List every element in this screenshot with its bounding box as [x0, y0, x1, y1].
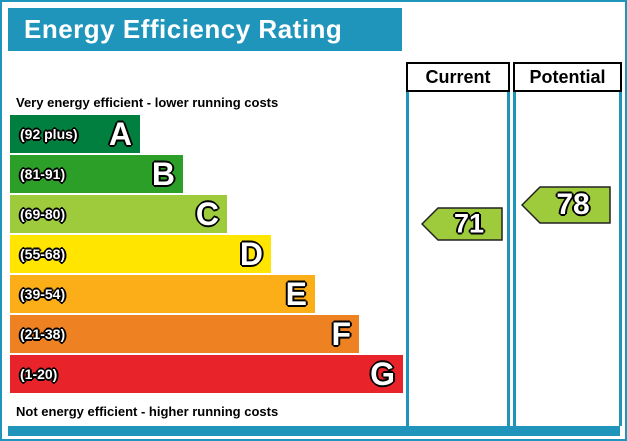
band-b-letter: B — [151, 156, 175, 192]
potential-column-right-line — [619, 62, 622, 426]
band-b: (81-91) B — [10, 155, 183, 193]
current-rating-arrow: 71 — [421, 206, 503, 242]
potential-rating-value: 78 — [556, 188, 590, 221]
page-title: Energy Efficiency Rating — [8, 8, 402, 51]
left-arrow-icon — [421, 207, 503, 241]
band-d-range: (55-68) — [20, 246, 66, 262]
band-g: (1-20) G — [10, 355, 403, 393]
band-g-range: (1-20) — [20, 366, 58, 382]
band-c-range: (69-80) — [20, 206, 66, 222]
band-c: (69-80) C — [10, 195, 227, 233]
band-a-range: (92 plus) — [20, 126, 78, 142]
band-f-range: (21-38) — [20, 326, 66, 342]
current-column-right-line — [507, 62, 510, 426]
current-column-left-line — [406, 62, 409, 426]
potential-column-left-line — [513, 62, 516, 426]
band-d-letter: D — [239, 236, 263, 272]
band-g-letter: G — [370, 356, 395, 392]
band-f-letter: F — [331, 316, 351, 352]
band-c-letter: C — [195, 196, 219, 232]
current-column-header: Current — [406, 62, 510, 92]
band-f: (21-38) F — [10, 315, 359, 353]
rating-bands: (92 plus) A (81-91) B (69-80) C (55-68) … — [10, 115, 403, 395]
band-a: (92 plus) A — [10, 115, 140, 153]
footer-bar — [8, 426, 620, 436]
potential-column-header: Potential — [513, 62, 622, 92]
top-note: Very energy efficient - lower running co… — [16, 95, 279, 110]
band-e-range: (39-54) — [20, 286, 66, 302]
left-arrow-icon — [521, 186, 611, 224]
band-b-range: (81-91) — [20, 166, 66, 182]
bottom-note: Not energy efficient - higher running co… — [16, 404, 279, 419]
current-rating-value: 71 — [453, 208, 485, 239]
potential-rating-arrow: 78 — [521, 185, 611, 225]
band-a-letter: A — [108, 116, 132, 152]
band-e-letter: E — [285, 276, 307, 312]
band-d: (55-68) D — [10, 235, 271, 273]
band-e: (39-54) E — [10, 275, 315, 313]
